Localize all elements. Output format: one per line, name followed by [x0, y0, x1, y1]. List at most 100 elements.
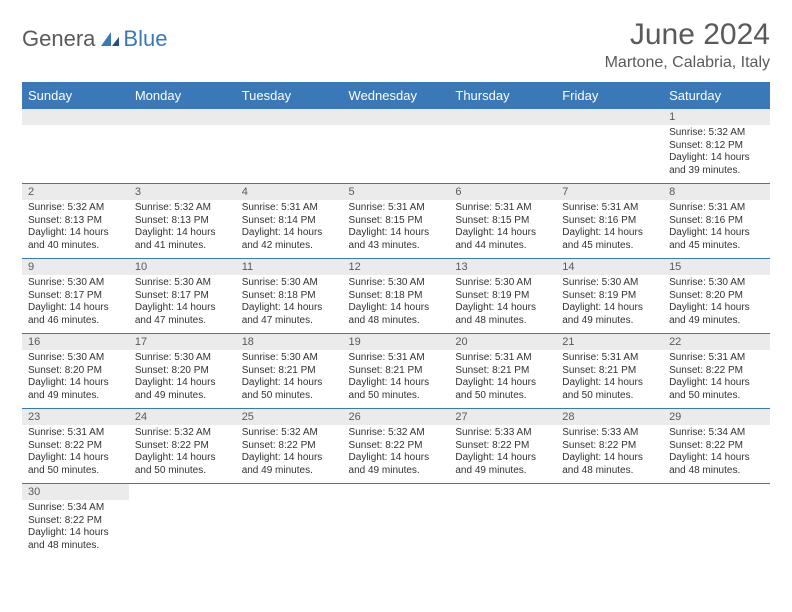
day-details: Sunrise: 5:31 AMSunset: 8:22 PMDaylight:… — [22, 425, 129, 484]
daylight-text: Daylight: 14 hours and 47 minutes. — [135, 302, 230, 327]
day-details: Sunrise: 5:31 AMSunset: 8:14 PMDaylight:… — [236, 200, 343, 259]
sunset-text: Sunset: 8:22 PM — [455, 440, 550, 453]
weekday-header: Sunday — [22, 82, 129, 109]
sunrise-text: Sunrise: 5:30 AM — [135, 352, 230, 365]
sunrise-text: Sunrise: 5:34 AM — [669, 427, 764, 440]
day-details: Sunrise: 5:31 AMSunset: 8:16 PMDaylight:… — [663, 200, 770, 259]
sunrise-text: Sunrise: 5:31 AM — [349, 352, 444, 365]
sunrise-text: Sunrise: 5:32 AM — [349, 427, 444, 440]
empty-cell — [449, 125, 556, 184]
empty-cell — [449, 484, 556, 501]
day-number: 30 — [22, 484, 129, 501]
sunset-text: Sunset: 8:19 PM — [455, 290, 550, 303]
daylight-text: Daylight: 14 hours and 50 minutes. — [455, 377, 550, 402]
daylight-text: Daylight: 14 hours and 44 minutes. — [455, 227, 550, 252]
weekday-header: Tuesday — [236, 82, 343, 109]
day-details: Sunrise: 5:32 AMSunset: 8:22 PMDaylight:… — [343, 425, 450, 484]
weekday-header: Wednesday — [343, 82, 450, 109]
day-details: Sunrise: 5:30 AMSunset: 8:18 PMDaylight:… — [343, 275, 450, 334]
sunrise-text: Sunrise: 5:30 AM — [242, 352, 337, 365]
sunset-text: Sunset: 8:22 PM — [669, 440, 764, 453]
daylight-text: Daylight: 14 hours and 42 minutes. — [242, 227, 337, 252]
day-details: Sunrise: 5:30 AMSunset: 8:17 PMDaylight:… — [22, 275, 129, 334]
day-number: 6 — [449, 184, 556, 201]
sunset-text: Sunset: 8:18 PM — [242, 290, 337, 303]
day-details: Sunrise: 5:30 AMSunset: 8:20 PMDaylight:… — [22, 350, 129, 409]
day-number: 9 — [22, 259, 129, 276]
title-month: June 2024 — [605, 18, 770, 52]
day-details: Sunrise: 5:32 AMSunset: 8:22 PMDaylight:… — [129, 425, 236, 484]
empty-cell — [556, 109, 663, 125]
day-number: 13 — [449, 259, 556, 276]
sunrise-text: Sunrise: 5:31 AM — [455, 352, 550, 365]
daylight-text: Daylight: 14 hours and 40 minutes. — [28, 227, 123, 252]
day-number: 5 — [343, 184, 450, 201]
sunrise-text: Sunrise: 5:32 AM — [28, 202, 123, 215]
daylight-text: Daylight: 14 hours and 49 minutes. — [135, 377, 230, 402]
day-details: Sunrise: 5:30 AMSunset: 8:18 PMDaylight:… — [236, 275, 343, 334]
sunset-text: Sunset: 8:12 PM — [669, 140, 764, 153]
day-number: 10 — [129, 259, 236, 276]
day-number: 1 — [663, 109, 770, 125]
sunrise-text: Sunrise: 5:31 AM — [28, 427, 123, 440]
day-number: 3 — [129, 184, 236, 201]
weekday-header: Friday — [556, 82, 663, 109]
day-number: 25 — [236, 409, 343, 426]
sunrise-text: Sunrise: 5:30 AM — [562, 277, 657, 290]
daylight-text: Daylight: 14 hours and 50 minutes. — [135, 452, 230, 477]
sunrise-text: Sunrise: 5:31 AM — [562, 352, 657, 365]
empty-cell — [556, 500, 663, 558]
sunset-text: Sunset: 8:22 PM — [669, 365, 764, 378]
day-number: 12 — [343, 259, 450, 276]
sunrise-text: Sunrise: 5:33 AM — [562, 427, 657, 440]
daylight-text: Daylight: 14 hours and 45 minutes. — [669, 227, 764, 252]
day-number: 22 — [663, 334, 770, 351]
empty-cell — [449, 500, 556, 558]
empty-cell — [556, 125, 663, 184]
sunrise-text: Sunrise: 5:30 AM — [349, 277, 444, 290]
day-details: Sunrise: 5:32 AMSunset: 8:12 PMDaylight:… — [663, 125, 770, 184]
empty-cell — [556, 484, 663, 501]
daylight-text: Daylight: 14 hours and 48 minutes. — [562, 452, 657, 477]
sunrise-text: Sunrise: 5:30 AM — [135, 277, 230, 290]
sunset-text: Sunset: 8:22 PM — [562, 440, 657, 453]
sunrise-text: Sunrise: 5:33 AM — [455, 427, 550, 440]
sunset-text: Sunset: 8:22 PM — [135, 440, 230, 453]
empty-cell — [129, 109, 236, 125]
day-details: Sunrise: 5:31 AMSunset: 8:21 PMDaylight:… — [343, 350, 450, 409]
day-number: 23 — [22, 409, 129, 426]
sunset-text: Sunset: 8:14 PM — [242, 215, 337, 228]
empty-cell — [663, 500, 770, 558]
day-number: 18 — [236, 334, 343, 351]
sunset-text: Sunset: 8:13 PM — [28, 215, 123, 228]
sunset-text: Sunset: 8:21 PM — [242, 365, 337, 378]
sunset-text: Sunset: 8:22 PM — [349, 440, 444, 453]
empty-cell — [343, 109, 450, 125]
daylight-text: Daylight: 14 hours and 45 minutes. — [562, 227, 657, 252]
empty-cell — [236, 125, 343, 184]
sunset-text: Sunset: 8:18 PM — [349, 290, 444, 303]
day-number: 8 — [663, 184, 770, 201]
empty-cell — [129, 484, 236, 501]
empty-cell — [22, 109, 129, 125]
sunrise-text: Sunrise: 5:31 AM — [242, 202, 337, 215]
empty-cell — [343, 484, 450, 501]
daylight-text: Daylight: 14 hours and 50 minutes. — [562, 377, 657, 402]
sunrise-text: Sunrise: 5:31 AM — [349, 202, 444, 215]
day-number: 14 — [556, 259, 663, 276]
day-number: 19 — [343, 334, 450, 351]
sunrise-text: Sunrise: 5:34 AM — [28, 502, 123, 515]
day-details: Sunrise: 5:31 AMSunset: 8:21 PMDaylight:… — [556, 350, 663, 409]
sunrise-text: Sunrise: 5:32 AM — [242, 427, 337, 440]
sunrise-text: Sunrise: 5:31 AM — [455, 202, 550, 215]
empty-cell — [129, 500, 236, 558]
daylight-text: Daylight: 14 hours and 49 minutes. — [28, 377, 123, 402]
sunset-text: Sunset: 8:21 PM — [349, 365, 444, 378]
day-number: 7 — [556, 184, 663, 201]
empty-cell — [22, 125, 129, 184]
empty-cell — [343, 125, 450, 184]
day-details: Sunrise: 5:30 AMSunset: 8:20 PMDaylight:… — [129, 350, 236, 409]
empty-cell — [663, 484, 770, 501]
day-details: Sunrise: 5:31 AMSunset: 8:15 PMDaylight:… — [449, 200, 556, 259]
day-number: 28 — [556, 409, 663, 426]
